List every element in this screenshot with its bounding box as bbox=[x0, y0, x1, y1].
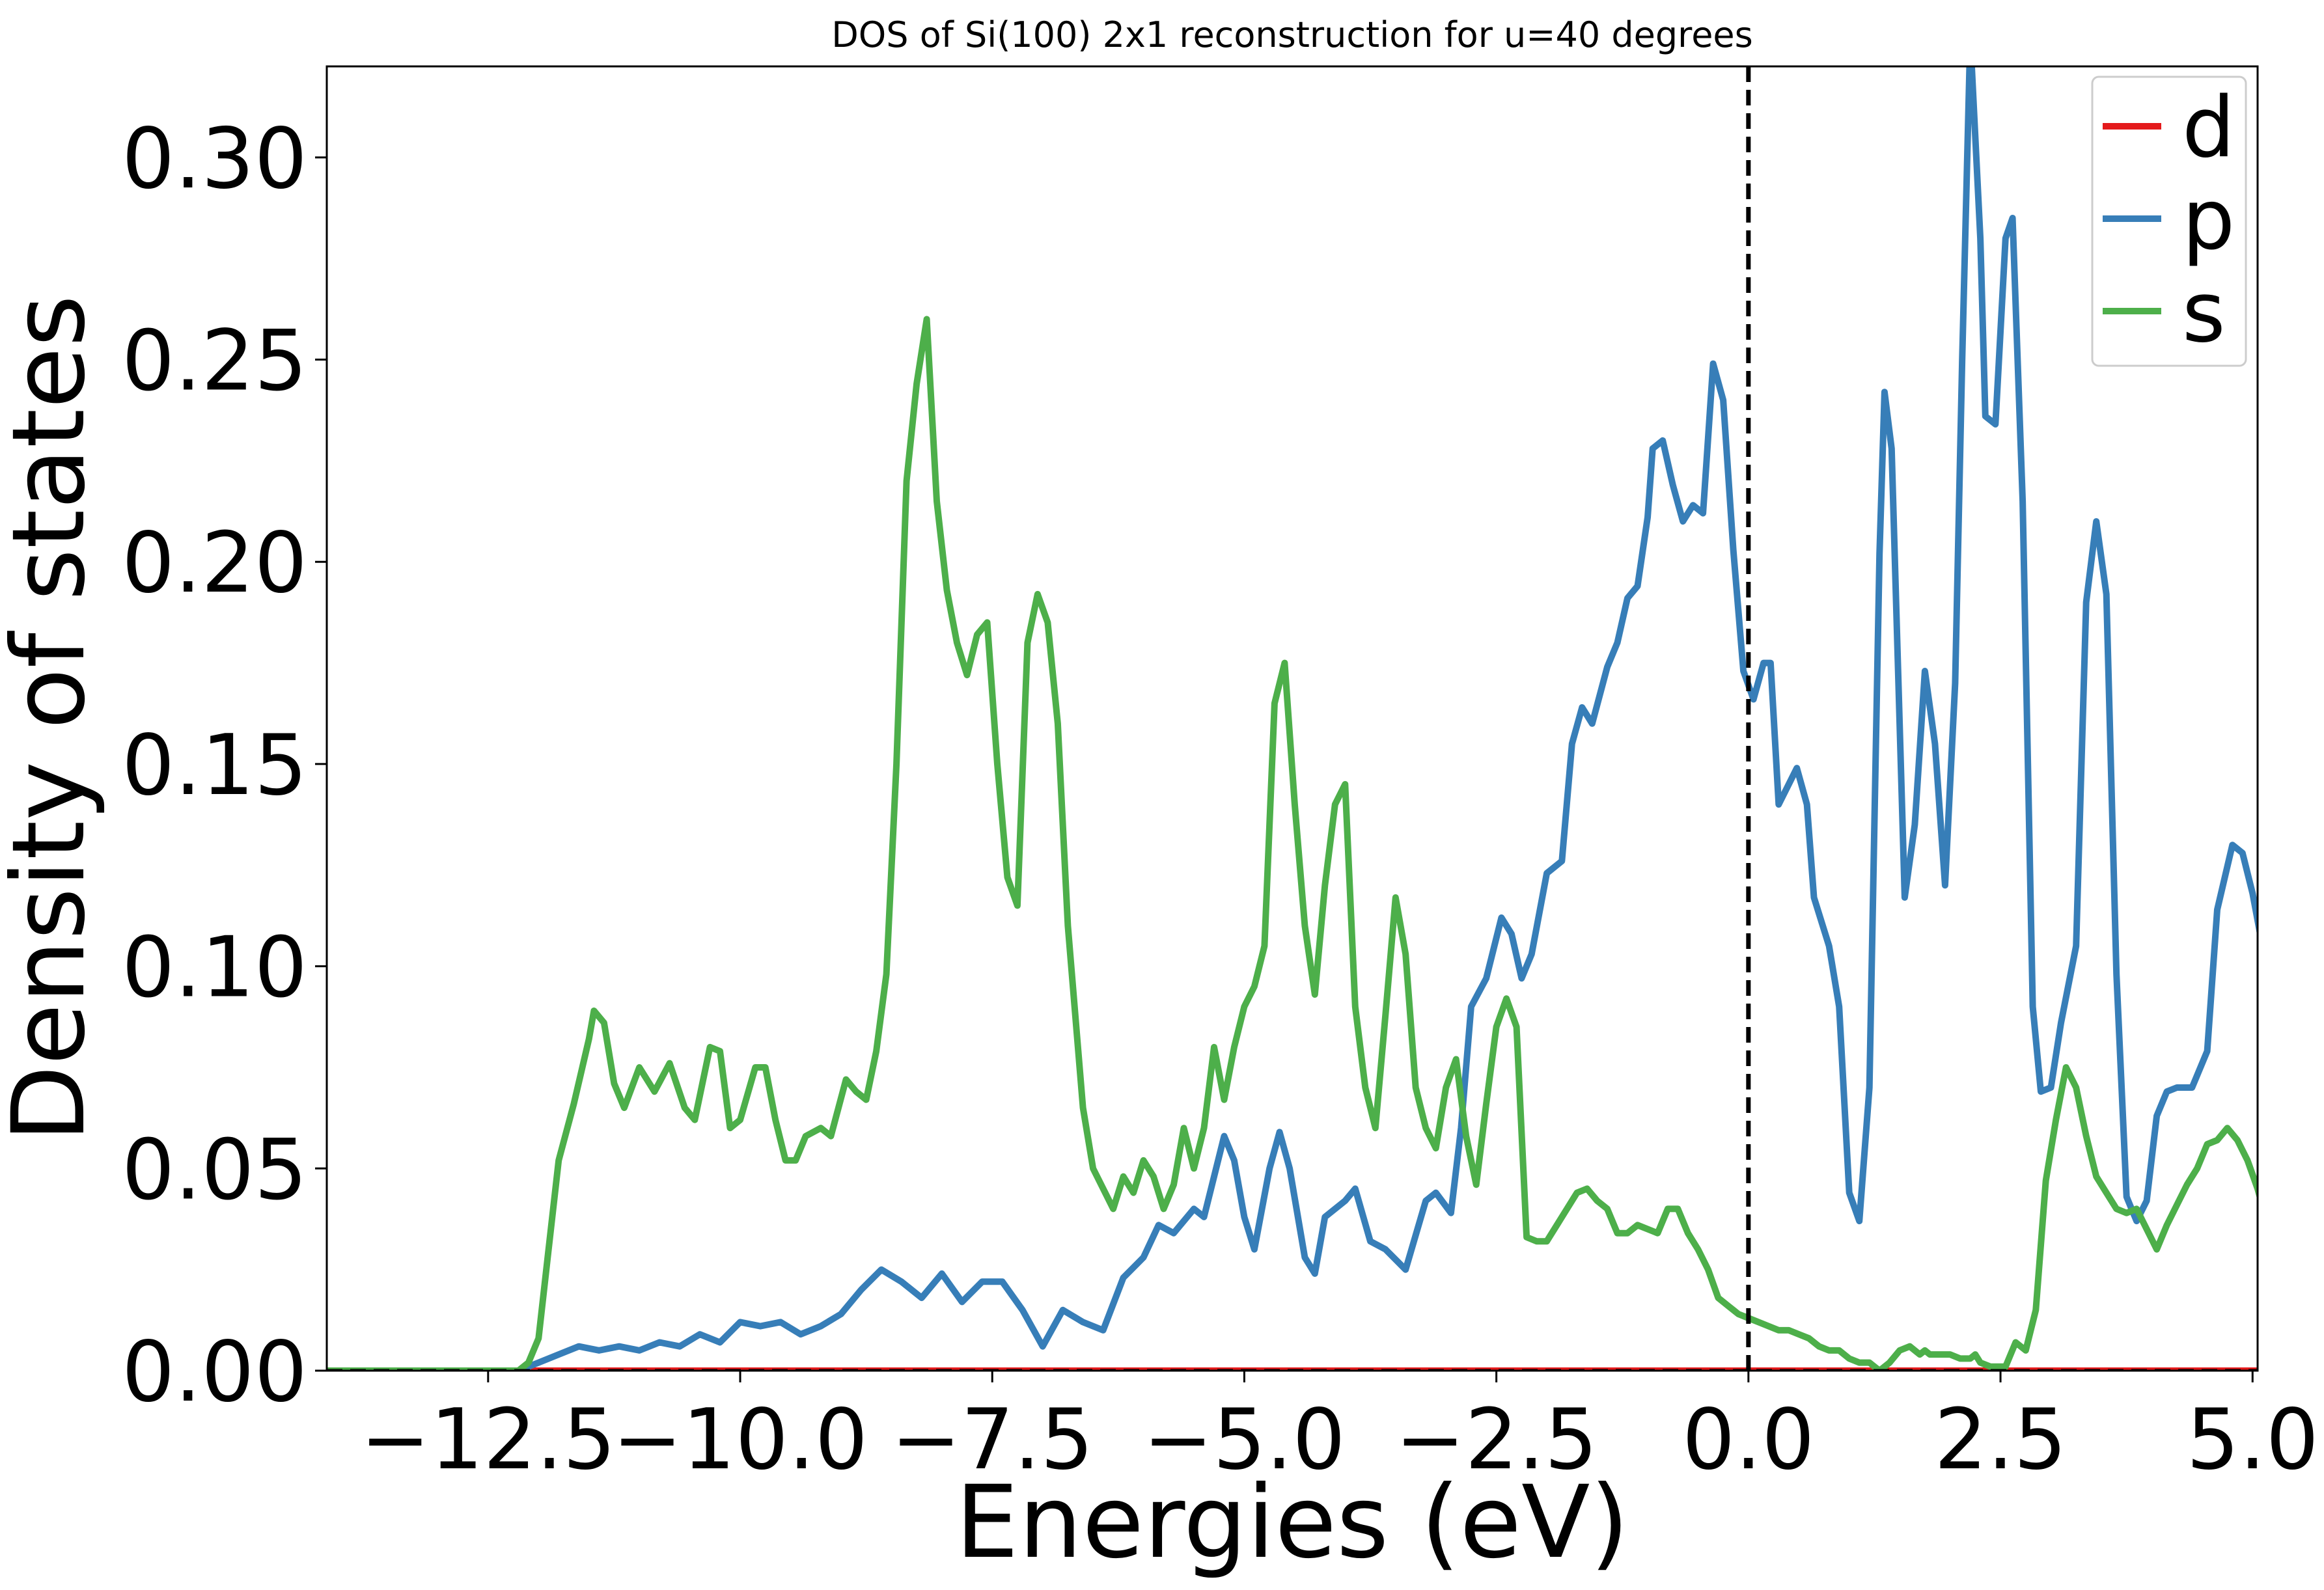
y-tick-label: 0.20 bbox=[122, 515, 307, 612]
x-axis-label: Energies (eV) bbox=[956, 1464, 1629, 1581]
y-tick-label: 0.15 bbox=[122, 717, 307, 814]
x-tick-label: −12.5 bbox=[361, 1391, 616, 1488]
legend-label-s: s bbox=[2182, 264, 2226, 361]
x-tick-label: −5.0 bbox=[1143, 1391, 1346, 1488]
y-tick-label: 0.10 bbox=[122, 920, 307, 1017]
x-tick-label: −2.5 bbox=[1395, 1391, 1598, 1488]
plot-frame bbox=[325, 65, 2259, 1372]
series-line-s bbox=[327, 316, 2258, 1371]
y-axis-label: Density of states bbox=[0, 295, 107, 1142]
series-line-p bbox=[434, 66, 2258, 1371]
x-tick-label: −7.5 bbox=[891, 1391, 1094, 1488]
y-tick-label: 0.00 bbox=[122, 1324, 307, 1421]
x-tick-label: 2.5 bbox=[1934, 1391, 2067, 1488]
x-tick-label: 5.0 bbox=[2186, 1391, 2319, 1488]
y-tick-label: 0.05 bbox=[122, 1121, 307, 1218]
legend-box bbox=[2091, 75, 2247, 367]
x-axis: −12.5−10.0 −7.5 −5.0 −2.5 0.0 2.5 5.0 bbox=[361, 1371, 2319, 1488]
chart-title: DOS of Si(100) 2x1 reconstruction for u=… bbox=[831, 14, 1753, 55]
x-tick-label: 0.0 bbox=[1682, 1391, 1815, 1488]
x-tick-label: −10.0 bbox=[613, 1391, 868, 1488]
y-tick-label: 0.30 bbox=[122, 111, 307, 208]
plot-lines bbox=[327, 66, 2258, 1371]
y-tick-label: 0.25 bbox=[122, 313, 307, 410]
series-layer bbox=[327, 66, 2258, 1371]
legend: dps bbox=[2091, 75, 2247, 367]
y-axis: 0.00 0.05 0.10 0.15 0.20 0.25 0.30 bbox=[122, 111, 327, 1421]
legend-label-d: d bbox=[2182, 79, 2235, 176]
legend-label-p: p bbox=[2182, 172, 2235, 269]
